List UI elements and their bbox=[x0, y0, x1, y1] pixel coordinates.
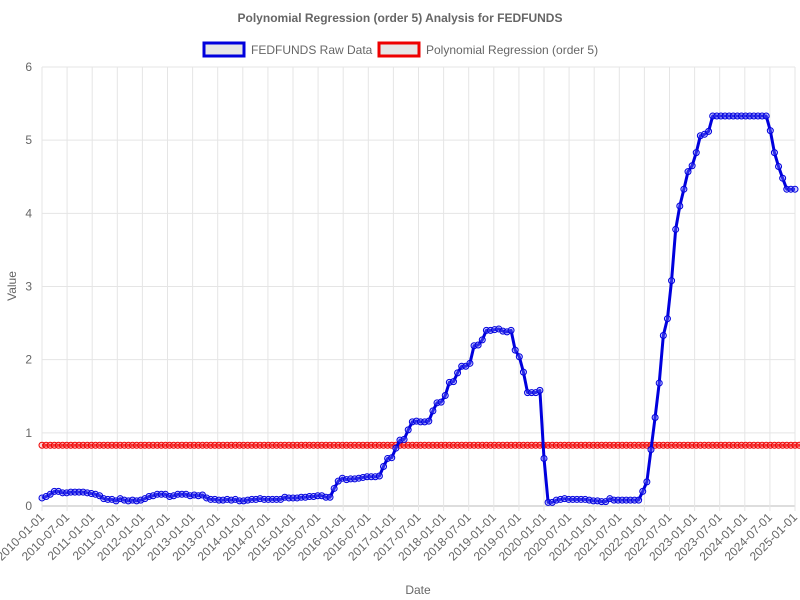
raw-data-point[interactable] bbox=[474, 341, 482, 349]
series-raw-data bbox=[38, 112, 799, 506]
raw-data-point[interactable] bbox=[791, 185, 799, 193]
legend-item-regression[interactable]: Polynomial Regression (order 5) bbox=[377, 41, 598, 58]
raw-data-point[interactable] bbox=[766, 127, 774, 135]
legend-swatch-raw bbox=[202, 41, 246, 58]
y-tick-label: 0 bbox=[25, 499, 32, 513]
y-tick-label: 3 bbox=[25, 280, 32, 294]
raw-data-point[interactable] bbox=[655, 379, 663, 387]
raw-data-point[interactable] bbox=[647, 446, 655, 454]
x-axis-title: Date bbox=[405, 583, 431, 597]
raw-data-point[interactable] bbox=[643, 478, 651, 486]
raw-data-point[interactable] bbox=[380, 462, 388, 470]
raw-data-point[interactable] bbox=[651, 413, 659, 421]
legend-label-raw: FEDFUNDS Raw Data bbox=[251, 43, 373, 57]
legend-label-regression: Polynomial Regression (order 5) bbox=[426, 43, 598, 57]
grid bbox=[41, 66, 796, 511]
raw-data-point[interactable] bbox=[400, 435, 408, 443]
raw-data-point[interactable] bbox=[672, 225, 680, 233]
raw-data-point[interactable] bbox=[515, 353, 523, 361]
raw-data-point[interactable] bbox=[684, 168, 692, 176]
raw-data-point[interactable] bbox=[437, 398, 445, 406]
raw-data-point[interactable] bbox=[536, 386, 544, 394]
raw-data-point[interactable] bbox=[449, 378, 457, 386]
raw-data-point[interactable] bbox=[454, 369, 462, 377]
y-tick-label: 5 bbox=[25, 133, 32, 147]
series-layer bbox=[38, 112, 800, 506]
y-axis-ticks: 0 1 2 3 4 5 6 bbox=[25, 60, 32, 513]
raw-data-point[interactable] bbox=[680, 185, 688, 193]
raw-data-point[interactable] bbox=[425, 417, 433, 425]
y-tick-label: 2 bbox=[25, 353, 32, 367]
y-tick-label: 4 bbox=[25, 206, 32, 220]
raw-data-point[interactable] bbox=[388, 454, 396, 462]
raw-data-point[interactable] bbox=[692, 149, 700, 157]
y-tick-label: 6 bbox=[25, 60, 32, 74]
chart-title: Polynomial Regression (order 5) Analysis… bbox=[238, 11, 563, 25]
x-axis-ticks: 2010-01-012010-07-012011-01-012011-07-01… bbox=[0, 510, 800, 564]
raw-data-point[interactable] bbox=[762, 112, 770, 120]
raw-data-point[interactable] bbox=[705, 127, 713, 135]
raw-data-point[interactable] bbox=[775, 163, 783, 171]
raw-data-point[interactable] bbox=[326, 493, 334, 501]
raw-data-point[interactable] bbox=[375, 472, 383, 480]
raw-data-point[interactable] bbox=[770, 149, 778, 157]
raw-data-point[interactable] bbox=[663, 315, 671, 323]
raw-data-point[interactable] bbox=[540, 454, 548, 462]
raw-data-point[interactable] bbox=[507, 326, 515, 334]
raw-data-point[interactable] bbox=[392, 444, 400, 452]
raw-data-point[interactable] bbox=[330, 484, 338, 492]
raw-data-point[interactable] bbox=[519, 368, 527, 376]
raw-data-point[interactable] bbox=[441, 392, 449, 400]
raw-data-point[interactable] bbox=[429, 407, 437, 415]
legend-swatch-regression bbox=[377, 41, 421, 58]
raw-data-point[interactable] bbox=[511, 346, 519, 354]
raw-data-line bbox=[41, 114, 795, 504]
raw-data-point[interactable] bbox=[466, 359, 474, 367]
y-axis-title: Value bbox=[5, 271, 19, 301]
raw-data-point[interactable] bbox=[404, 426, 412, 434]
raw-data-point[interactable] bbox=[676, 202, 684, 210]
y-tick-label: 1 bbox=[25, 426, 32, 440]
regression-point[interactable] bbox=[795, 441, 800, 449]
raw-data-point[interactable] bbox=[635, 496, 643, 504]
raw-data-point[interactable] bbox=[668, 277, 676, 285]
legend: FEDFUNDS Raw Data Polynomial Regression … bbox=[202, 41, 598, 58]
raw-data-point[interactable] bbox=[639, 487, 647, 495]
raw-data-point[interactable] bbox=[779, 174, 787, 182]
raw-data-point[interactable] bbox=[688, 162, 696, 170]
raw-data-point[interactable] bbox=[659, 332, 667, 340]
series-regression bbox=[38, 441, 800, 449]
legend-item-raw[interactable]: FEDFUNDS Raw Data bbox=[202, 41, 373, 58]
raw-data-point[interactable] bbox=[478, 336, 486, 344]
